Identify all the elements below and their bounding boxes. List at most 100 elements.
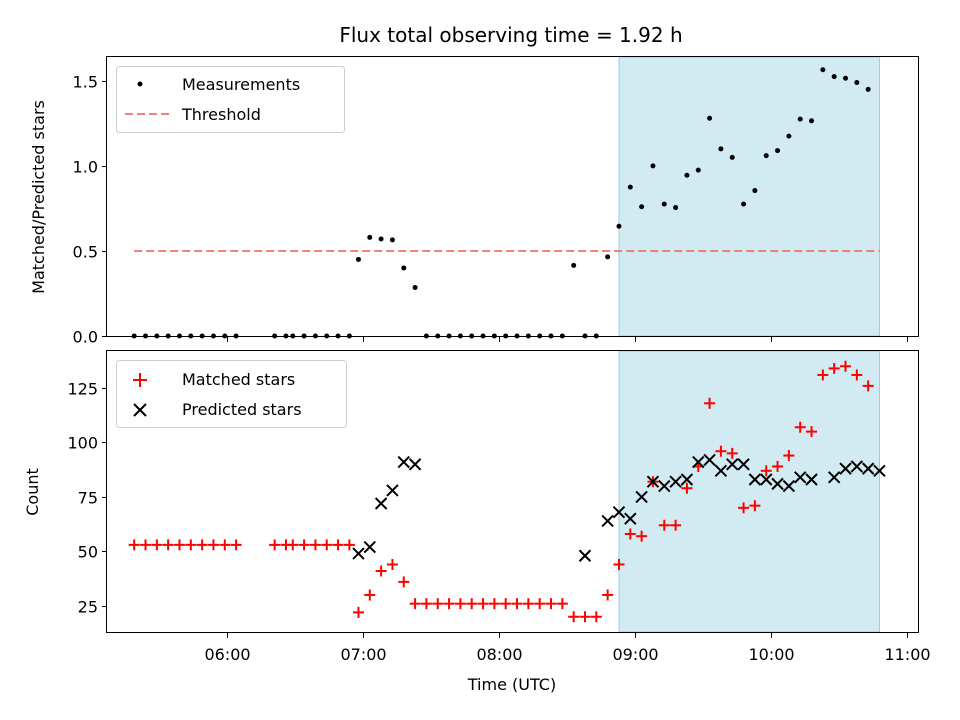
x-tick-label: 10:00 <box>748 645 794 664</box>
legend-measurements-label: Measurements <box>182 75 300 94</box>
measurement-point <box>707 115 713 121</box>
matched-star-point <box>269 539 281 551</box>
measurement-point <box>797 116 803 122</box>
count-panel-frame <box>106 350 919 633</box>
legend-threshold-label: Threshold <box>181 105 261 124</box>
legend-predicted-label: Predicted stars <box>182 400 302 419</box>
matched-star-point <box>556 598 568 610</box>
y-tick-label: 125 <box>67 380 98 399</box>
matched-star-point <box>579 611 591 623</box>
matched-star-point <box>681 482 693 494</box>
predicted-star-point <box>873 464 886 478</box>
predicted-star-point <box>352 547 365 560</box>
measurement-point <box>627 184 633 190</box>
predicted-star-point <box>748 473 762 486</box>
measurement-point <box>661 201 667 207</box>
measurement-point <box>741 201 747 207</box>
x-tick-label: 07:00 <box>340 645 386 664</box>
matched-star-point <box>534 598 546 610</box>
ratio-panel-frame <box>106 56 919 337</box>
measurement-point <box>831 74 837 80</box>
legend-matched-label: Matched stars <box>182 370 295 389</box>
matched-star-point <box>783 450 795 462</box>
predicted-star-point <box>635 490 648 504</box>
count-panel: 25 50 75 100 125 06:00 07:00 08:00 09:00 10:00 11… <box>23 350 931 694</box>
predicted-star-point <box>714 464 728 478</box>
matched-star-point <box>840 360 852 372</box>
matched-star-point <box>715 445 727 457</box>
matched-star-point <box>207 539 219 551</box>
matched-star-point <box>624 528 636 540</box>
matched-star-point <box>817 369 829 381</box>
measurement-point <box>695 167 701 173</box>
predicted-star-point <box>782 479 796 493</box>
measurement-point <box>616 223 622 229</box>
matched-star-point <box>568 611 580 623</box>
measurement-point <box>843 75 849 81</box>
count-y-axis-title: Count <box>23 468 42 516</box>
x-tick-label: 08:00 <box>476 645 522 664</box>
matched-star-point <box>772 460 784 472</box>
matched-star-point <box>185 539 197 551</box>
predicted-star-point <box>827 471 841 484</box>
matched-star-point <box>851 369 863 381</box>
matched-star-point <box>409 598 421 610</box>
matched-star-point <box>140 539 152 551</box>
matched-star-point <box>386 558 398 570</box>
measurement-point <box>367 234 373 240</box>
matched-star-point <box>670 519 682 531</box>
matched-star-point <box>420 598 432 610</box>
matched-star-point <box>443 598 455 610</box>
y-tick-label: 0.0 <box>73 328 98 347</box>
measurement-point <box>401 265 407 271</box>
matched-star-point <box>398 576 410 588</box>
predicted-star-point <box>624 512 637 525</box>
predicted-star-point <box>646 475 660 488</box>
measurement-point <box>355 256 361 262</box>
y-tick-label: 25 <box>78 598 98 617</box>
matched-star-point <box>511 598 523 610</box>
matched-star-point <box>219 539 231 551</box>
predicted-stars-points <box>352 453 886 562</box>
matched-star-point <box>862 380 874 392</box>
measurement-point <box>673 205 679 211</box>
measurement-point <box>775 148 781 154</box>
matched-star-point <box>738 502 750 514</box>
matched-star-point <box>749 500 761 512</box>
count-legend-box <box>116 360 347 428</box>
matched-star-point <box>636 530 648 542</box>
matched-star-point <box>352 606 364 618</box>
measurement-point <box>389 237 395 243</box>
predicted-star-point <box>658 479 671 493</box>
measurement-point <box>571 262 577 268</box>
ratio-legend-box <box>116 66 345 133</box>
predicted-star-point <box>363 540 376 554</box>
chart-title: Flux total observing time = 1.92 h <box>339 23 682 47</box>
matched-star-point <box>454 598 466 610</box>
legend-predicted-marker <box>133 403 147 417</box>
matched-star-point <box>613 558 625 570</box>
x-tick-label: 06:00 <box>204 645 250 664</box>
y-tick-label: 0.5 <box>73 243 98 262</box>
matched-star-point <box>806 426 818 438</box>
matched-star-point <box>309 539 321 551</box>
predicted-star-point <box>408 458 422 471</box>
measurement-point <box>378 236 384 242</box>
matched-star-point <box>128 539 140 551</box>
measurement-point <box>650 163 656 169</box>
matched-star-point <box>287 539 299 551</box>
x-axis-title: Time (UTC) <box>467 675 556 694</box>
measurement-point <box>639 204 645 210</box>
matched-star-point <box>162 539 174 551</box>
matched-star-point <box>545 598 557 610</box>
predicted-star-point <box>726 458 739 471</box>
measurement-point <box>752 188 758 194</box>
matched-star-point <box>151 539 163 551</box>
y-tick-label: 50 <box>78 543 98 562</box>
x-tick-label: 11:00 <box>884 645 930 664</box>
measurement-point <box>605 254 611 260</box>
matched-stars-points <box>128 360 874 623</box>
predicted-star-point <box>578 549 592 562</box>
observing-window-shade <box>618 350 880 633</box>
